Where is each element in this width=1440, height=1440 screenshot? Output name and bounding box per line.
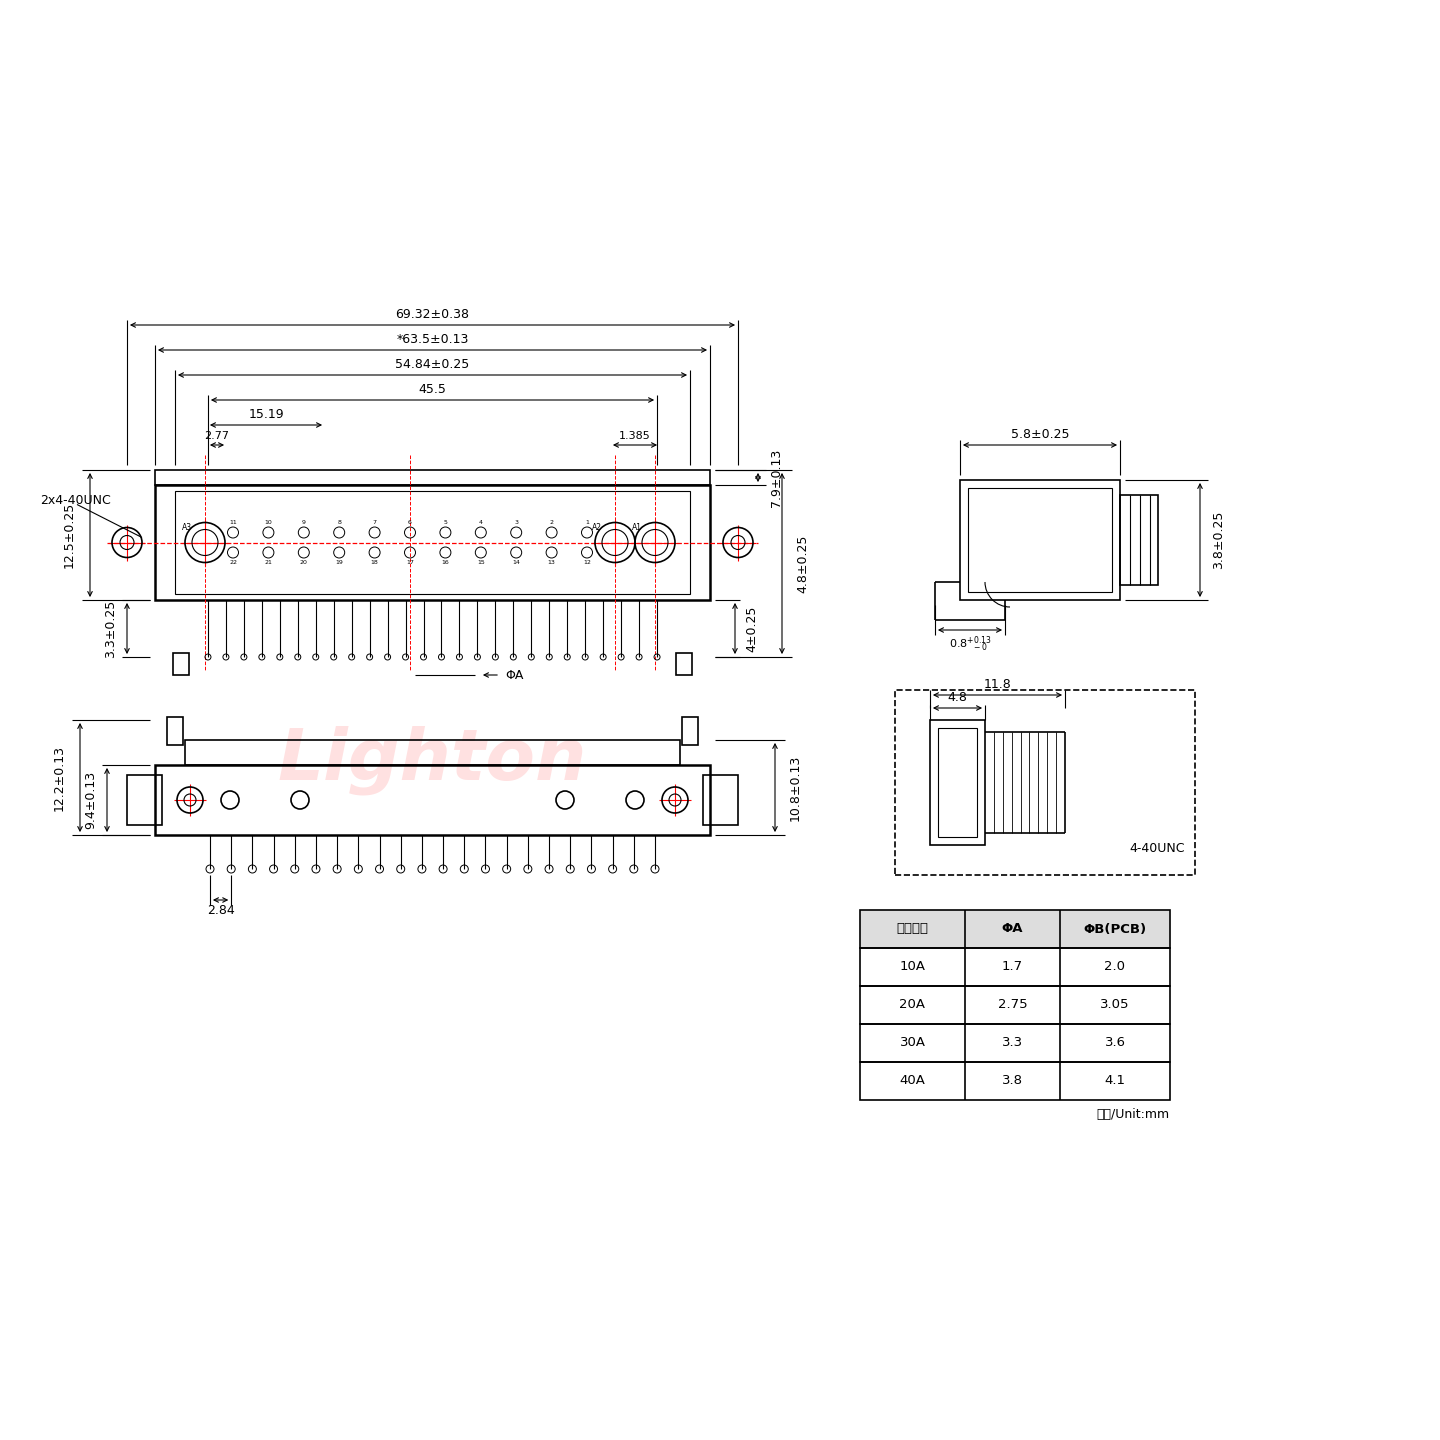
Text: 19: 19 — [336, 560, 343, 564]
Text: 40A: 40A — [900, 1074, 926, 1087]
Text: 7.9±0.13: 7.9±0.13 — [770, 448, 783, 507]
Text: 20A: 20A — [900, 998, 926, 1011]
Text: 4±0.25: 4±0.25 — [744, 605, 757, 652]
Bar — [930, 720, 985, 845]
Text: 12.5±0.25: 12.5±0.25 — [63, 503, 76, 569]
Text: 69.32±0.38: 69.32±0.38 — [396, 308, 469, 321]
Bar — [173, 652, 189, 675]
Text: 12: 12 — [583, 560, 590, 564]
Text: 14: 14 — [513, 560, 520, 564]
Text: 8: 8 — [337, 520, 341, 526]
Text: A1: A1 — [632, 523, 642, 531]
Text: 5.8±0.25: 5.8±0.25 — [1011, 428, 1070, 441]
Bar — [184, 740, 680, 765]
Text: 2: 2 — [550, 520, 553, 526]
Text: 5: 5 — [444, 520, 448, 526]
Text: 2.84: 2.84 — [207, 904, 235, 917]
Text: 4.8±0.25: 4.8±0.25 — [796, 534, 809, 593]
Text: 3.3±0.25: 3.3±0.25 — [104, 599, 117, 658]
Text: 3.05: 3.05 — [1100, 998, 1130, 1011]
Text: 54.84±0.25: 54.84±0.25 — [396, 359, 469, 372]
Text: 3.8: 3.8 — [1002, 1074, 1022, 1087]
Text: 4-40UNC: 4-40UNC — [1129, 842, 1185, 855]
Bar — [675, 652, 693, 675]
Text: 9.4±0.13: 9.4±0.13 — [84, 770, 96, 829]
Text: 12.2±0.13: 12.2±0.13 — [53, 744, 66, 811]
Text: 3.3: 3.3 — [1002, 1037, 1022, 1050]
Bar — [167, 717, 183, 744]
Text: 3.6: 3.6 — [1104, 1037, 1126, 1050]
Text: 11.8: 11.8 — [984, 678, 1011, 691]
Text: 9: 9 — [302, 520, 305, 526]
Bar — [896, 690, 1195, 876]
Text: 13: 13 — [547, 560, 556, 564]
Text: 18: 18 — [370, 560, 379, 564]
Text: 单位/Unit:mm: 单位/Unit:mm — [1097, 1107, 1169, 1120]
Text: 2.77: 2.77 — [204, 431, 229, 441]
Text: 11: 11 — [229, 520, 236, 526]
Bar — [156, 469, 710, 485]
Bar — [960, 480, 1120, 600]
Bar — [860, 1063, 1169, 1100]
Bar — [860, 910, 1169, 948]
Text: A2: A2 — [592, 523, 602, 531]
Text: 3: 3 — [514, 520, 518, 526]
Text: 22: 22 — [229, 560, 238, 564]
Bar — [683, 717, 698, 744]
Text: ΦB(PCB): ΦB(PCB) — [1083, 923, 1146, 936]
Bar — [1120, 495, 1158, 585]
Text: 额定电流: 额定电流 — [897, 923, 929, 936]
Text: 15.19: 15.19 — [248, 408, 284, 420]
Text: 1: 1 — [585, 520, 589, 526]
Text: 4.1: 4.1 — [1104, 1074, 1126, 1087]
Text: 30A: 30A — [900, 1037, 926, 1050]
Text: 6: 6 — [408, 520, 412, 526]
Text: 15: 15 — [477, 560, 485, 564]
Text: 10.8±0.13: 10.8±0.13 — [789, 755, 802, 821]
Text: 10A: 10A — [900, 960, 926, 973]
Text: 21: 21 — [265, 560, 272, 564]
Text: 10: 10 — [265, 520, 272, 526]
Text: 2.0: 2.0 — [1104, 960, 1126, 973]
Text: A3: A3 — [181, 523, 192, 531]
Bar — [937, 729, 976, 837]
Text: *63.5±0.13: *63.5±0.13 — [396, 333, 468, 346]
Text: 20: 20 — [300, 560, 308, 564]
Text: 1.7: 1.7 — [1002, 960, 1022, 973]
Bar — [860, 1024, 1169, 1063]
Text: 7: 7 — [373, 520, 377, 526]
Text: 4.8: 4.8 — [948, 691, 968, 704]
Text: ΦA: ΦA — [1002, 923, 1024, 936]
Bar — [127, 775, 163, 825]
Text: 16: 16 — [442, 560, 449, 564]
Bar — [703, 775, 737, 825]
Text: 1.385: 1.385 — [619, 431, 651, 441]
Bar — [968, 488, 1112, 592]
Bar — [176, 491, 690, 595]
Text: Lighton: Lighton — [278, 726, 588, 795]
Bar — [156, 765, 710, 835]
Text: $0.8^{+0.13}_{\ \ -0}$: $0.8^{+0.13}_{\ \ -0}$ — [949, 634, 992, 654]
Text: ΦA: ΦA — [505, 668, 523, 681]
Text: 45.5: 45.5 — [419, 383, 446, 396]
Text: 2.75: 2.75 — [998, 998, 1027, 1011]
Text: 3.8±0.25: 3.8±0.25 — [1212, 511, 1225, 569]
Text: 4: 4 — [478, 520, 482, 526]
Bar — [156, 485, 710, 600]
Bar — [860, 986, 1169, 1024]
Text: 17: 17 — [406, 560, 413, 564]
Text: 2x4-40UNC: 2x4-40UNC — [40, 494, 111, 507]
Bar — [860, 948, 1169, 986]
